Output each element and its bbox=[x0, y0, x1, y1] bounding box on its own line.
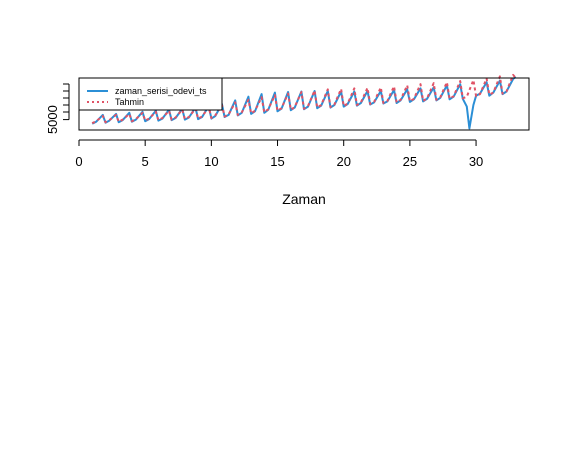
series-line-tahmin bbox=[91, 73, 517, 125]
x-tick-label: 0 bbox=[75, 154, 82, 169]
legend-label-zaman-serisi-odevi-ts: zaman_serisi_odevi_ts bbox=[115, 86, 207, 96]
y-axis: 5000 bbox=[45, 83, 70, 134]
legend-label-tahmin: Tahmin bbox=[115, 97, 144, 107]
x-tick-label: 5 bbox=[142, 154, 149, 169]
x-tick-label: 25 bbox=[403, 154, 417, 169]
legend-box bbox=[78, 77, 223, 111]
y-tick-label: 5000 bbox=[45, 105, 60, 134]
x-tick-label: 10 bbox=[204, 154, 218, 169]
x-tick-label: 20 bbox=[336, 154, 350, 169]
x-axis: 0 5 10 15 20 25 30 bbox=[75, 139, 483, 169]
series-layer bbox=[91, 73, 517, 130]
x-tick-label: 30 bbox=[469, 154, 483, 169]
x-tick-label: 15 bbox=[270, 154, 284, 169]
legend: zaman_serisi_odevi_ts Tahmin bbox=[78, 77, 223, 111]
x-axis-title: Zaman bbox=[282, 191, 326, 207]
